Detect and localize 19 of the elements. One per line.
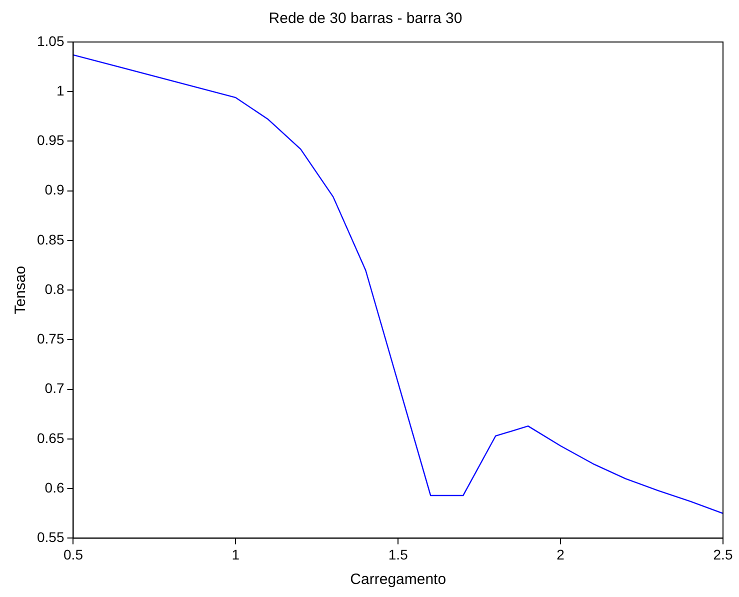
y-tick-label: 0.85 <box>37 231 64 248</box>
chart-title: Rede de 30 barras - barra 30 <box>268 10 462 28</box>
y-tick-label: 0.75 <box>37 330 64 347</box>
y-tick-label: 0.95 <box>37 132 64 148</box>
y-tick-label: 0.9 <box>44 182 64 198</box>
y-axis-title: Tensao <box>12 266 30 314</box>
y-tick-label: 0.55 <box>37 529 64 546</box>
x-tick-label: 2.5 <box>713 546 733 562</box>
y-tick-label: 1.05 <box>37 32 64 49</box>
y-tick-label: 0.65 <box>37 430 64 446</box>
x-tick-label: 1.5 <box>388 546 408 562</box>
y-tick-label: 0.6 <box>44 479 64 496</box>
y-tick-label: 0.7 <box>44 380 64 396</box>
y-tick-label: 0.8 <box>44 280 64 297</box>
x-tick-label: 2 <box>556 546 565 562</box>
x-tick-label: 0.5 <box>64 546 84 562</box>
x-axis-title: Carregamento <box>350 571 446 588</box>
x-tick-label: 1 <box>232 546 240 562</box>
y-tick-label: 1 <box>56 82 64 98</box>
